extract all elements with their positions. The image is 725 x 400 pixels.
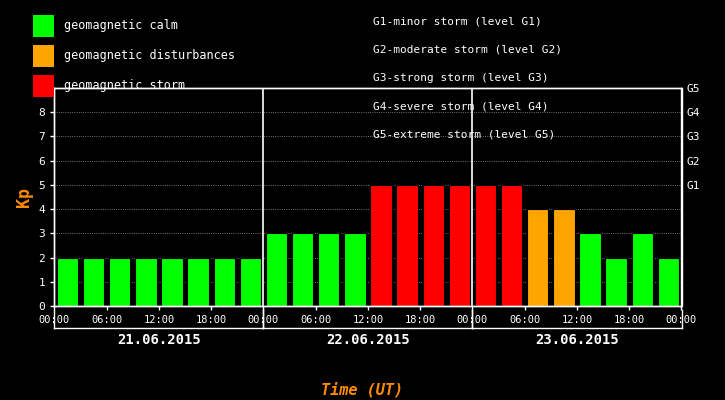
Bar: [292, 233, 313, 306]
Bar: [423, 185, 444, 306]
Text: G1-minor storm (level G1): G1-minor storm (level G1): [373, 17, 542, 27]
Bar: [344, 233, 365, 306]
Text: G5-extreme storm (level G5): G5-extreme storm (level G5): [373, 129, 555, 139]
Bar: [135, 258, 157, 306]
Bar: [57, 258, 78, 306]
Text: geomagnetic disturbances: geomagnetic disturbances: [64, 50, 235, 62]
Text: 21.06.2015: 21.06.2015: [117, 333, 201, 347]
Text: geomagnetic calm: geomagnetic calm: [64, 20, 178, 32]
Bar: [397, 185, 418, 306]
Bar: [553, 209, 575, 306]
Bar: [605, 258, 627, 306]
Bar: [475, 185, 496, 306]
Bar: [658, 258, 679, 306]
Text: Time (UT): Time (UT): [321, 382, 404, 398]
Bar: [449, 185, 470, 306]
Bar: [213, 258, 235, 306]
Bar: [83, 258, 104, 306]
Text: 22.06.2015: 22.06.2015: [326, 333, 410, 347]
Bar: [501, 185, 523, 306]
Text: G4-severe storm (level G4): G4-severe storm (level G4): [373, 101, 549, 111]
Y-axis label: Kp: Kp: [15, 187, 33, 207]
Bar: [318, 233, 339, 306]
Text: G2-moderate storm (level G2): G2-moderate storm (level G2): [373, 45, 563, 55]
Bar: [579, 233, 601, 306]
Bar: [370, 185, 392, 306]
Bar: [187, 258, 209, 306]
Bar: [161, 258, 183, 306]
Bar: [240, 258, 261, 306]
Bar: [266, 233, 287, 306]
Bar: [527, 209, 549, 306]
Text: 23.06.2015: 23.06.2015: [535, 333, 619, 347]
Text: G3-strong storm (level G3): G3-strong storm (level G3): [373, 73, 549, 83]
Bar: [109, 258, 130, 306]
Bar: [631, 233, 653, 306]
Text: geomagnetic storm: geomagnetic storm: [64, 80, 185, 92]
